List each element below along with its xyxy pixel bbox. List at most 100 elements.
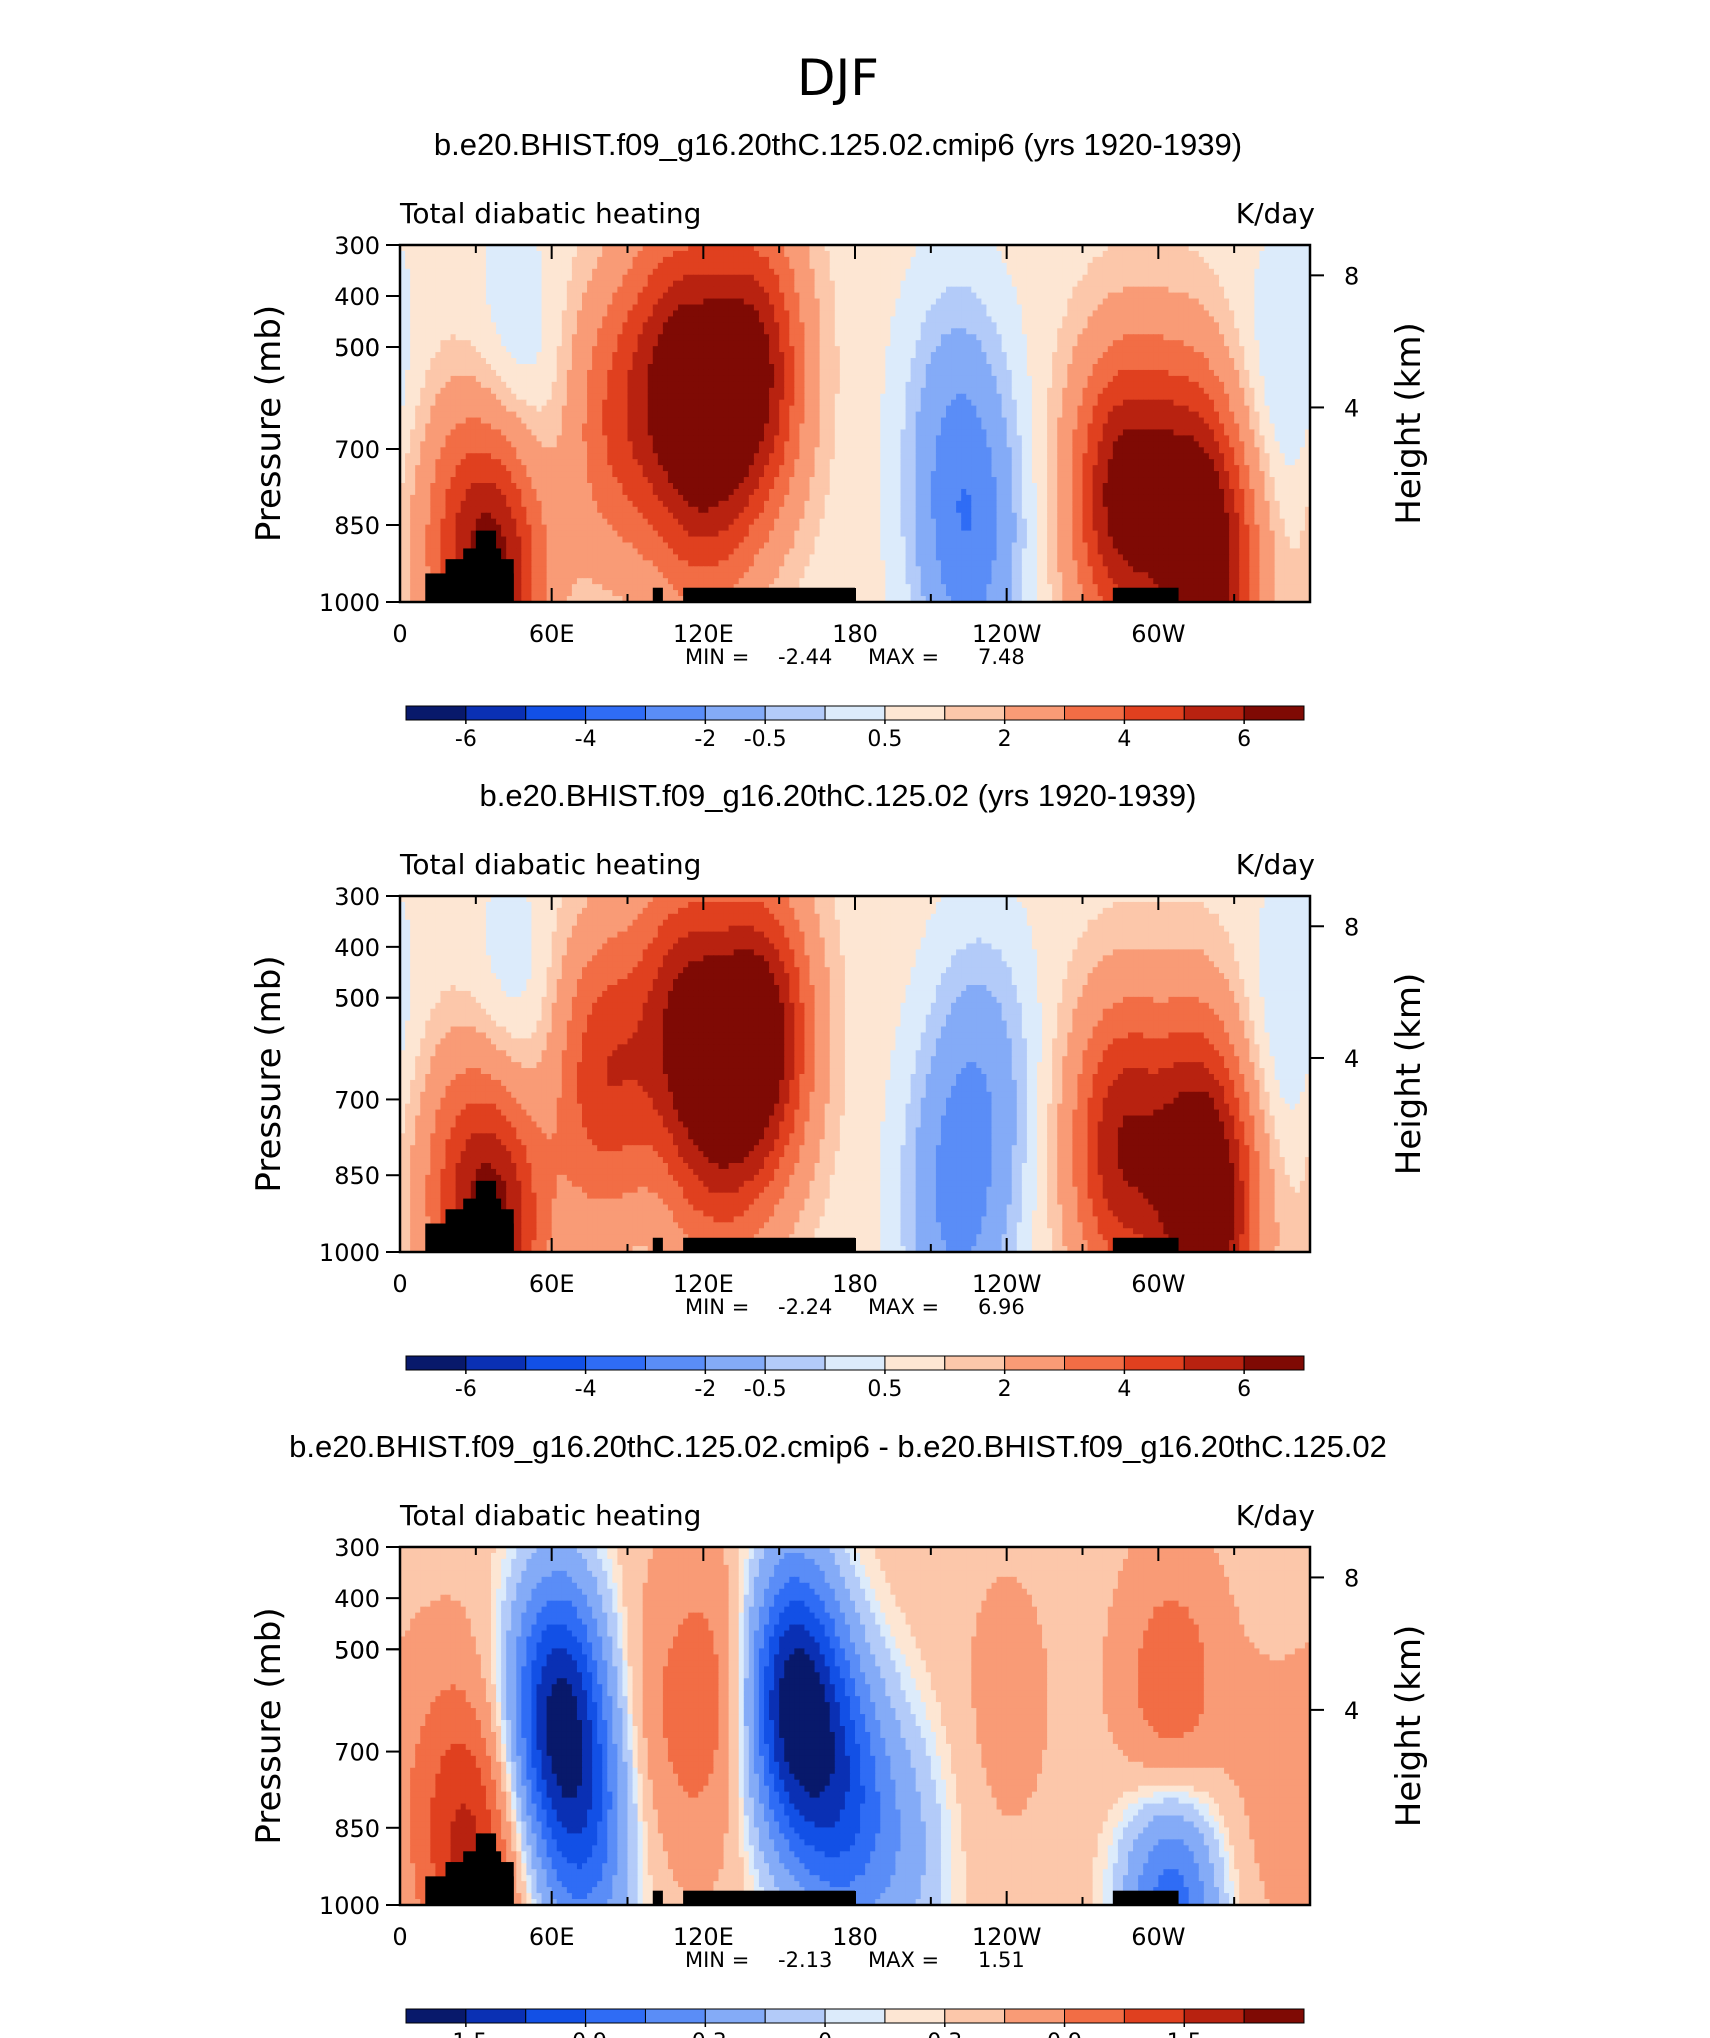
field-cell bbox=[981, 328, 988, 335]
field-cell bbox=[516, 405, 522, 413]
field-cell bbox=[1168, 250, 1175, 258]
field-cell bbox=[834, 256, 841, 264]
field-cell bbox=[935, 322, 942, 329]
field-cell bbox=[1244, 245, 1250, 252]
field-cell bbox=[410, 399, 416, 407]
field-cell bbox=[445, 245, 452, 252]
field-cell bbox=[1072, 328, 1079, 335]
field-cell bbox=[1249, 328, 1255, 335]
field-cell bbox=[779, 262, 785, 270]
field-cell bbox=[561, 399, 568, 407]
field-cell bbox=[1092, 298, 1099, 306]
field-cell bbox=[1031, 256, 1038, 264]
field-cell bbox=[769, 399, 775, 407]
field-cell bbox=[693, 328, 699, 335]
field-cell bbox=[1193, 334, 1200, 341]
field-cell bbox=[485, 399, 492, 407]
field-cell bbox=[556, 274, 563, 282]
field-cell bbox=[445, 328, 452, 335]
field-cell bbox=[667, 262, 674, 270]
field-cell bbox=[642, 298, 649, 306]
field-cell bbox=[774, 405, 780, 413]
field-cell bbox=[809, 322, 816, 329]
field-cell bbox=[1001, 262, 1008, 270]
field-cell bbox=[1254, 280, 1261, 288]
field-cell bbox=[657, 340, 664, 347]
field-cell bbox=[1097, 316, 1104, 323]
field-cell bbox=[728, 340, 735, 347]
field-cell bbox=[1259, 328, 1266, 335]
field-cell bbox=[966, 393, 972, 401]
field-cell bbox=[1052, 298, 1058, 306]
field-cell bbox=[764, 292, 770, 300]
field-cell bbox=[753, 375, 760, 383]
field-cell bbox=[804, 256, 811, 264]
field-cell bbox=[1112, 369, 1119, 377]
field-cell bbox=[779, 268, 785, 276]
field-cell bbox=[1026, 340, 1033, 347]
field-cell bbox=[652, 274, 659, 282]
field-cell bbox=[1203, 286, 1210, 294]
field-cell bbox=[1067, 387, 1073, 395]
field-cell bbox=[753, 292, 760, 300]
field-cell bbox=[703, 328, 709, 335]
field-cell bbox=[597, 328, 603, 335]
field-cell bbox=[1057, 340, 1063, 347]
field-cell bbox=[708, 352, 715, 359]
field-cell bbox=[748, 250, 755, 258]
field-cell bbox=[612, 364, 618, 371]
field-cell bbox=[1188, 316, 1195, 323]
field-cell bbox=[1219, 292, 1225, 300]
field-cell bbox=[480, 393, 487, 401]
field-cell bbox=[915, 286, 922, 294]
field-cell bbox=[748, 346, 755, 353]
field-cell bbox=[410, 262, 416, 270]
field-cell bbox=[890, 322, 897, 329]
field-cell bbox=[511, 369, 517, 377]
field-cell bbox=[1102, 352, 1109, 359]
field-cell bbox=[1264, 310, 1271, 317]
field-cell bbox=[410, 280, 416, 288]
field-cell bbox=[946, 262, 952, 270]
field-cell bbox=[607, 375, 613, 383]
field-cell bbox=[1133, 346, 1139, 353]
field-cell bbox=[667, 352, 674, 359]
field-cell bbox=[703, 292, 709, 300]
field-cell bbox=[1092, 286, 1099, 294]
field-cell bbox=[667, 304, 674, 312]
field-cell bbox=[1072, 292, 1079, 300]
field-cell bbox=[804, 286, 811, 294]
field-cell bbox=[703, 245, 709, 252]
field-cell bbox=[1229, 316, 1235, 323]
field-cell bbox=[991, 245, 998, 252]
field-cell bbox=[1037, 352, 1043, 359]
field-cell bbox=[1229, 250, 1235, 258]
field-cell bbox=[829, 340, 836, 347]
field-cell bbox=[1042, 364, 1048, 371]
field-cell bbox=[708, 381, 715, 389]
field-cell bbox=[698, 274, 704, 282]
field-cell bbox=[1213, 262, 1220, 270]
field-cell bbox=[981, 256, 988, 264]
field-cell bbox=[566, 268, 573, 276]
field-cell bbox=[905, 274, 912, 282]
field-cell bbox=[920, 316, 927, 323]
field-cell bbox=[1122, 364, 1129, 371]
field-cell bbox=[1011, 310, 1018, 317]
field-cell bbox=[647, 250, 654, 258]
field-cell bbox=[430, 340, 436, 347]
field-cell bbox=[546, 245, 553, 252]
field-cell bbox=[1203, 316, 1210, 323]
field-cell bbox=[587, 334, 593, 341]
field-cell bbox=[900, 346, 907, 353]
field-cell bbox=[1203, 245, 1210, 252]
field-cell bbox=[779, 310, 785, 317]
field-cell bbox=[905, 352, 912, 359]
field-cell bbox=[789, 274, 795, 282]
field-cell bbox=[556, 250, 563, 258]
field-cell bbox=[1158, 334, 1164, 341]
field-cell bbox=[657, 310, 664, 317]
field-cell bbox=[905, 268, 912, 276]
field-cell bbox=[844, 364, 851, 371]
field-cell bbox=[728, 292, 735, 300]
